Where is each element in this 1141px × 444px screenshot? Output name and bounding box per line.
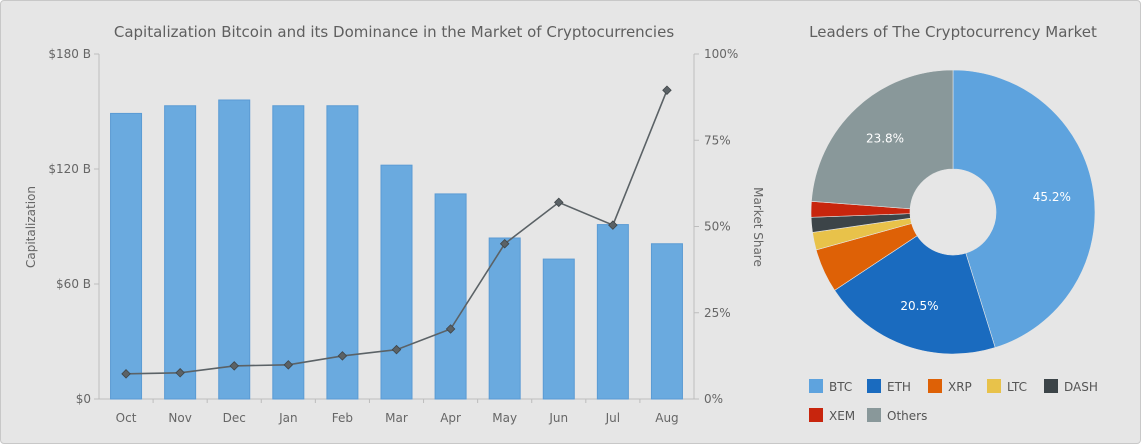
y-tick-label: $60 B (56, 277, 91, 291)
x-tick-label: Nov (168, 411, 191, 425)
y-axis-title: Capitalization (24, 186, 38, 268)
x-tick-label: Feb (332, 411, 353, 425)
market-share-point (121, 369, 131, 379)
bar (110, 112, 143, 400)
bar (542, 258, 575, 400)
bar-series (110, 99, 683, 400)
y2-tick-label: 100% (704, 47, 738, 61)
y-tick-label: $0 (76, 392, 91, 406)
bar-chart-title: Capitalization Bitcoin and its Dominance… (114, 23, 674, 41)
pie-slice-eth (834, 235, 996, 355)
bar (650, 243, 683, 400)
pie-chart-title: Leaders of The Cryptocurrency Market (809, 23, 1097, 41)
y-axis-ticks: $0 $60 B $120 B $180 B (48, 47, 99, 406)
bar (488, 237, 521, 400)
x-tick-label: Apr (440, 411, 461, 425)
market-share-point (391, 344, 402, 355)
legend-swatch (809, 379, 823, 393)
pie-slice-label: 23.8% (866, 132, 904, 146)
bar (272, 105, 305, 400)
legend-swatch (867, 408, 881, 422)
market-share-point (283, 360, 294, 370)
market-share-point (499, 238, 510, 249)
legend-label: Others (887, 409, 927, 423)
legend-label: DASH (1064, 380, 1098, 394)
y2-tick-label: 25% (704, 306, 731, 320)
pie-legend: BTC ETH XRP LTC DASH XEM Others (809, 379, 1098, 423)
market-share-point (554, 197, 564, 208)
x-tick-label: May (492, 411, 517, 425)
legend-label: LTC (1007, 380, 1027, 394)
x-tick-label: Mar (385, 411, 408, 425)
x-tick-label: Oct (116, 411, 137, 425)
legend-label: BTC (829, 380, 852, 394)
x-tick-label: Jan (278, 411, 298, 425)
bar (380, 164, 413, 400)
legend-swatch (809, 408, 823, 422)
pie-slice-btc (952, 69, 1096, 348)
market-share-point (608, 220, 618, 230)
x-tick-label: Dec (223, 411, 246, 425)
market-share-series (121, 85, 672, 379)
y-tick-label: $120 B (48, 162, 91, 176)
y2-tick-label: 75% (704, 133, 731, 147)
bar (596, 224, 629, 400)
x-tick-label: Jul (605, 411, 620, 425)
bar (326, 105, 359, 400)
bar (434, 193, 467, 400)
x-tick-label: Jun (548, 411, 568, 425)
pie-slice-label: 45.2% (1033, 190, 1071, 204)
legend-label: XRP (948, 380, 972, 394)
legend-label: ETH (887, 380, 911, 394)
y2-tick-label: 0% (704, 392, 723, 406)
pie-series: 45.2% 20.5% 23.8% (810, 69, 1096, 355)
market-share-point (445, 324, 456, 334)
legend-swatch (928, 379, 942, 393)
y-tick-label: $180 B (48, 47, 91, 61)
y2-axis-title: Market Share (751, 187, 765, 267)
y2-axis-ticks: 0% 25% 50% 75% 100% (694, 47, 738, 406)
bar (164, 105, 197, 400)
x-tick-label: Aug (655, 411, 678, 425)
legend-swatch (987, 379, 1001, 393)
pie-slice-others (811, 69, 954, 210)
y2-tick-label: 50% (704, 220, 731, 234)
legend-swatch (1044, 379, 1058, 393)
market-share-point (229, 361, 239, 371)
market-share-point (175, 368, 185, 378)
market-share-point (662, 85, 672, 95)
x-axis-ticks: Oct Nov Dec Jan Feb Mar Apr May Jun Jul Aug (116, 399, 679, 425)
legend-label: XEM (829, 409, 855, 423)
legend-swatch (867, 379, 881, 393)
bar (218, 99, 251, 400)
market-share-point (337, 351, 348, 361)
pie-slice-label: 20.5% (900, 299, 938, 313)
